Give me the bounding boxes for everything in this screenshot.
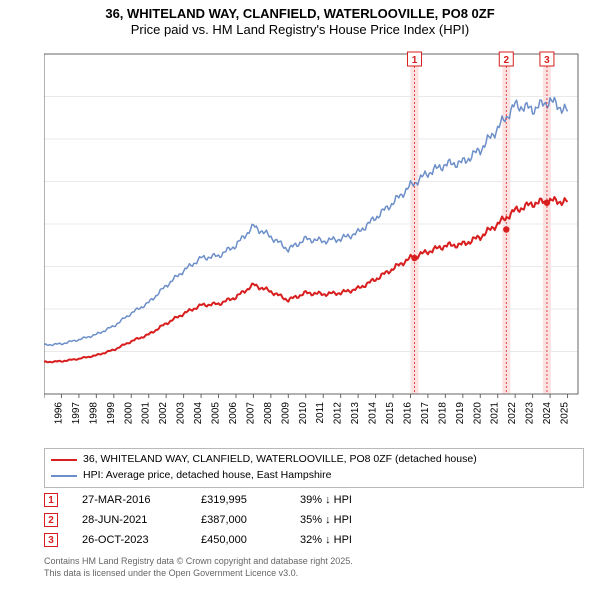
- x-tick-label: 2014: [368, 402, 379, 425]
- event-row-1: 1 27-MAR-2016 £319,995 39% ↓ HPI: [44, 490, 584, 510]
- series-price_paid: [44, 197, 568, 362]
- event-point: [544, 200, 550, 206]
- x-tick-label: 2011: [315, 402, 326, 424]
- x-tick-label: 2024: [542, 402, 553, 425]
- x-tick-label: 2017: [420, 402, 431, 425]
- event-point: [411, 255, 417, 261]
- event-point: [503, 226, 509, 232]
- event-marker-3: 3: [44, 533, 58, 547]
- chart-title: 36, WHITELAND WAY, CLANFIELD, WATERLOOVI…: [0, 0, 600, 39]
- x-tick-label: 2009: [280, 402, 291, 425]
- x-tick-label: 2021: [490, 402, 501, 425]
- event-delta-2: 35% ↓ HPI: [300, 514, 352, 526]
- legend-swatch-hpi: [51, 475, 77, 477]
- x-tick-label: 2002: [158, 402, 169, 425]
- x-tick-label: 2006: [228, 402, 239, 425]
- x-tick-label: 1995: [44, 402, 47, 425]
- event-price-3: £450,000: [201, 534, 276, 546]
- footer-attribution: Contains HM Land Registry data © Crown c…: [44, 556, 584, 579]
- x-tick-label: 2000: [123, 402, 134, 425]
- line-chart-svg: £0£100K£200K£300K£400K£500K£600K£700K£80…: [44, 46, 584, 436]
- event-date-2: 28-JUN-2021: [82, 514, 177, 526]
- event-price-2: £387,000: [201, 514, 276, 526]
- legend-swatch-price-paid: [51, 459, 77, 461]
- title-line-1: 36, WHITELAND WAY, CLANFIELD, WATERLOOVI…: [0, 6, 600, 22]
- x-tick-label: 2012: [333, 402, 344, 425]
- event-date-1: 27-MAR-2016: [82, 494, 177, 506]
- x-tick-label: 2005: [211, 402, 222, 425]
- chart-area: £0£100K£200K£300K£400K£500K£600K£700K£80…: [44, 46, 584, 436]
- legend-label-hpi: HPI: Average price, detached house, East…: [83, 468, 331, 484]
- event-row-3: 3 26-OCT-2023 £450,000 32% ↓ HPI: [44, 530, 584, 550]
- x-tick-label: 2004: [193, 402, 204, 425]
- legend-item-hpi: HPI: Average price, detached house, East…: [51, 468, 577, 484]
- x-tick-label: 2008: [263, 402, 274, 425]
- x-tick-label: 2025: [560, 402, 571, 425]
- x-tick-label: 1999: [106, 402, 117, 425]
- footer-line-2: This data is licensed under the Open Gov…: [44, 568, 584, 580]
- x-tick-label: 2013: [350, 402, 361, 425]
- legend-label-price-paid: 36, WHITELAND WAY, CLANFIELD, WATERLOOVI…: [83, 452, 477, 468]
- event-price-1: £319,995: [201, 494, 276, 506]
- legend: 36, WHITELAND WAY, CLANFIELD, WATERLOOVI…: [44, 448, 584, 488]
- event-row-2: 2 28-JUN-2021 £387,000 35% ↓ HPI: [44, 510, 584, 530]
- x-tick-label: 2022: [507, 402, 518, 425]
- events-table: 1 27-MAR-2016 £319,995 39% ↓ HPI 2 28-JU…: [44, 490, 584, 550]
- event-flag-number: 1: [412, 55, 418, 66]
- x-tick-label: 2019: [455, 402, 466, 425]
- x-tick-label: 1997: [71, 402, 82, 425]
- x-tick-label: 2023: [525, 402, 536, 425]
- footer-line-1: Contains HM Land Registry data © Crown c…: [44, 556, 584, 568]
- event-date-3: 26-OCT-2023: [82, 534, 177, 546]
- title-line-2: Price paid vs. HM Land Registry's House …: [0, 22, 600, 38]
- x-tick-label: 2001: [141, 402, 152, 425]
- x-tick-label: 1998: [88, 402, 99, 425]
- legend-item-price-paid: 36, WHITELAND WAY, CLANFIELD, WATERLOOVI…: [51, 452, 577, 468]
- x-tick-label: 2016: [402, 402, 413, 425]
- event-flag-number: 2: [503, 55, 509, 66]
- x-tick-label: 2010: [298, 402, 309, 425]
- x-tick-label: 2003: [176, 402, 187, 425]
- series-hpi: [44, 98, 568, 346]
- x-tick-label: 2015: [385, 402, 396, 425]
- event-delta-1: 39% ↓ HPI: [300, 494, 352, 506]
- x-tick-label: 1996: [53, 402, 64, 425]
- x-tick-label: 2020: [472, 402, 483, 425]
- event-delta-3: 32% ↓ HPI: [300, 534, 352, 546]
- x-tick-label: 2007: [245, 402, 256, 425]
- figure-container: 36, WHITELAND WAY, CLANFIELD, WATERLOOVI…: [0, 0, 600, 590]
- event-marker-1: 1: [44, 493, 58, 507]
- event-flag-number: 3: [544, 55, 550, 66]
- x-tick-label: 2018: [437, 402, 448, 425]
- event-marker-2: 2: [44, 513, 58, 527]
